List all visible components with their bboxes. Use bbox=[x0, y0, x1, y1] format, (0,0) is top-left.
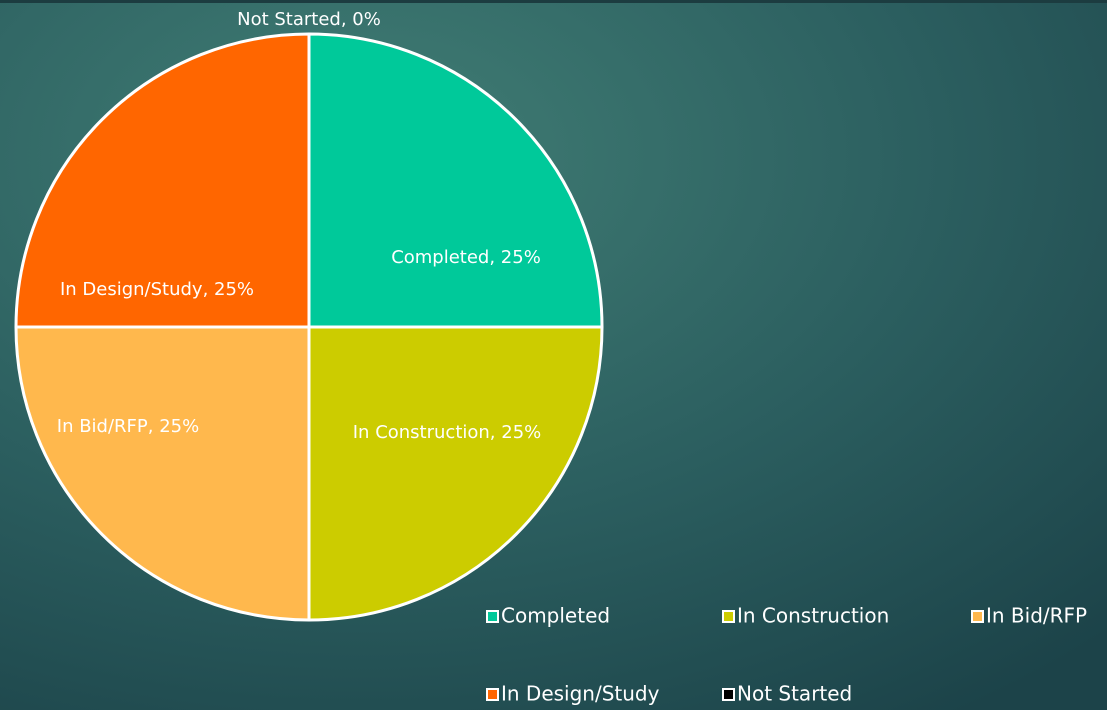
legend-label: Completed bbox=[501, 604, 610, 628]
legend-swatch bbox=[971, 610, 984, 623]
legend-label: In Construction bbox=[737, 604, 889, 628]
legend-swatch bbox=[722, 688, 735, 701]
data-label: In Design/Study, 25% bbox=[60, 279, 254, 300]
pie-slice bbox=[307, 32, 604, 329]
pie-slice bbox=[307, 325, 604, 622]
legend-swatch bbox=[486, 688, 499, 701]
legend-swatch bbox=[486, 610, 499, 623]
legend-label: Not Started bbox=[737, 682, 852, 706]
data-label: Completed, 25% bbox=[391, 247, 541, 268]
data-label: In Bid/RFP, 25% bbox=[57, 416, 199, 437]
pie-slice bbox=[14, 32, 311, 329]
data-label: In Construction, 25% bbox=[353, 422, 542, 443]
legend-label: In Bid/RFP bbox=[986, 604, 1087, 628]
legend-swatch bbox=[722, 610, 735, 623]
pie-slice bbox=[14, 325, 311, 622]
data-label: Not Started, 0% bbox=[237, 9, 381, 30]
legend-label: In Design/Study bbox=[501, 682, 660, 706]
top-band bbox=[0, 0, 1107, 3]
